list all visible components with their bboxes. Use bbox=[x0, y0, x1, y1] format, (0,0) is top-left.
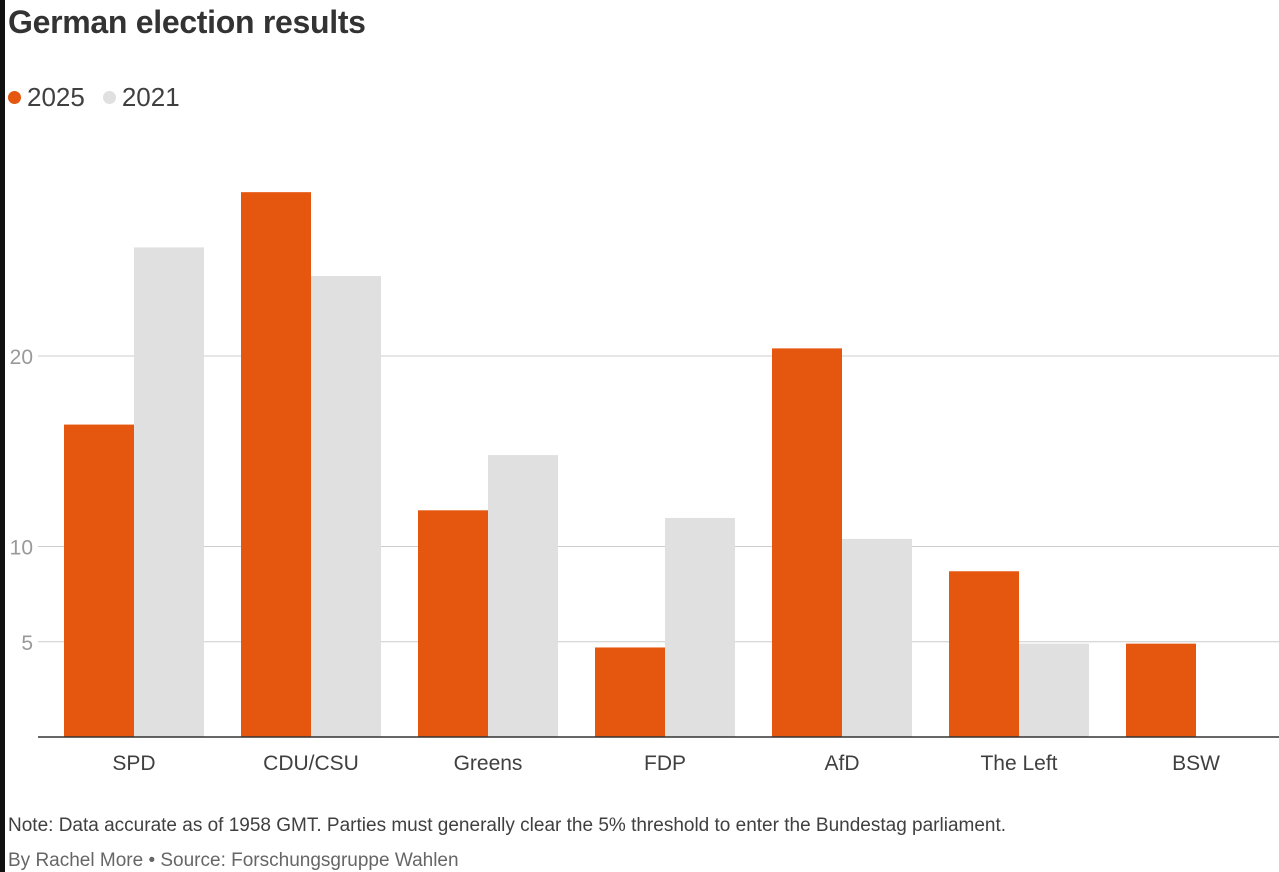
bar-spd-2021 bbox=[134, 247, 204, 738]
x-tick-label-afd: AfD bbox=[824, 752, 859, 775]
x-tick-label-cdu-csu: CDU/CSU bbox=[263, 752, 359, 775]
legend-swatch-2025 bbox=[8, 91, 21, 104]
x-tick-label-fdp: FDP bbox=[644, 752, 686, 775]
bar-bsw-2025 bbox=[1126, 643, 1196, 737]
chart-byline: By Rachel More • Source: Forschungsgrupp… bbox=[8, 850, 459, 871]
bar-the-left-2025 bbox=[949, 571, 1019, 737]
bar-cdu-csu-2025 bbox=[241, 192, 311, 738]
chart-note: Note: Data accurate as of 1958 GMT. Part… bbox=[8, 815, 1007, 836]
x-tick-label-greens: Greens bbox=[454, 752, 523, 775]
bar-fdp-2021 bbox=[665, 517, 735, 737]
chart-legend: 2025 2021 bbox=[8, 82, 198, 113]
axis-labels: 5 10 20 SPD CDU/CSU Greens FDP AfD The Left BSW bbox=[10, 346, 1220, 775]
bar-cdu-csu-2021 bbox=[311, 275, 381, 737]
x-tick-label-the-left: The Left bbox=[980, 752, 1057, 775]
bar-greens-2025 bbox=[418, 510, 488, 737]
y-tick-label-5: 5 bbox=[21, 632, 33, 655]
y-tick-label-10: 10 bbox=[10, 537, 33, 560]
x-tick-label-spd: SPD bbox=[112, 752, 155, 775]
legend-item-2021: 2021 bbox=[102, 82, 180, 113]
y-tick-label-20: 20 bbox=[10, 346, 33, 369]
gridlines bbox=[38, 355, 1279, 643]
bar-the-left-2021 bbox=[1019, 643, 1089, 737]
x-tick-label-bsw: BSW bbox=[1172, 752, 1220, 775]
chart-title: German election results bbox=[8, 4, 366, 40]
bar-afd-2025 bbox=[772, 348, 842, 737]
legend-label-2021: 2021 bbox=[121, 82, 180, 112]
bar-fdp-2025 bbox=[595, 647, 665, 737]
legend-swatch-2021 bbox=[102, 91, 116, 104]
bar-spd-2025 bbox=[64, 424, 134, 737]
legend-label-2025: 2025 bbox=[27, 82, 85, 112]
legend-item-2025: 2025 bbox=[8, 82, 85, 113]
left-edge-bar bbox=[0, 0, 5, 872]
bar-afd-2021 bbox=[842, 538, 912, 737]
bars bbox=[64, 192, 1196, 738]
bar-greens-2021 bbox=[488, 455, 558, 737]
